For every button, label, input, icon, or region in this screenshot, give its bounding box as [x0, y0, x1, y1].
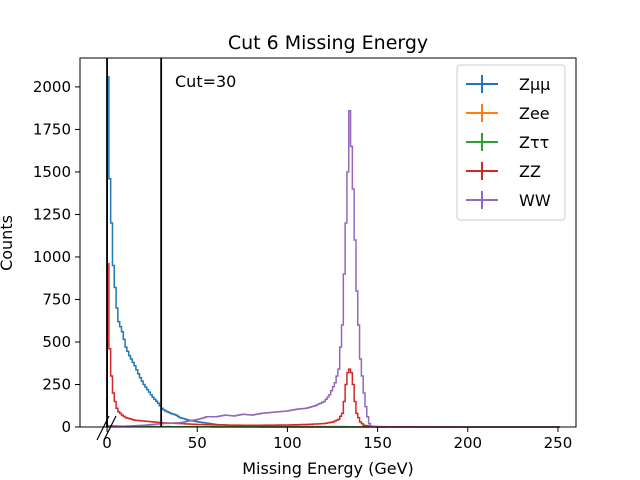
y-tick-label: 2000 — [33, 78, 71, 96]
x-axis-label: Missing Energy (GeV) — [242, 459, 414, 478]
legend-items: Zμμ Zee Zττ ZZ WW — [466, 75, 551, 210]
legend-box — [456, 64, 566, 221]
y-tick-label: 750 — [42, 290, 71, 308]
y-tick-label: 1750 — [33, 120, 71, 138]
legend-label-5: WW — [519, 191, 551, 210]
series-4-line — [106, 263, 560, 428]
x-tick-label: 200 — [453, 434, 482, 452]
legend-label-4: ZZ — [519, 162, 541, 181]
x-tick-label: 250 — [544, 434, 573, 452]
y-tick-label: 500 — [42, 333, 71, 351]
x-tick-label: 50 — [188, 434, 207, 452]
chart-title: Cut 6 Missing Energy — [228, 32, 428, 54]
y-tick-label: 1000 — [33, 248, 71, 266]
legend-label-3: Zττ — [519, 133, 549, 152]
legend: Zμμ Zee Zττ ZZ WW — [456, 64, 566, 221]
y-tick-label: 1500 — [33, 163, 71, 181]
y-tick-label: 0 — [61, 418, 71, 436]
plot-area: Cut=30 — [79, 57, 577, 428]
x-tick-label: 100 — [273, 434, 302, 452]
x-axis: 0 50 100 150 200 250 — [102, 427, 572, 452]
cut-annotation: Cut=30 — [175, 72, 236, 91]
legend-label-2: Zee — [519, 104, 550, 123]
x-tick-label: 0 — [102, 434, 112, 452]
y-axis: 0 250 500 750 1000 1250 1500 1750 2000 — [33, 78, 80, 436]
plot-frame — [79, 57, 577, 428]
cut-lines — [106, 58, 163, 427]
y-tick-label: 250 — [42, 375, 71, 393]
x-tick-label: 150 — [363, 434, 392, 452]
y-axis-label: Counts — [0, 215, 16, 271]
y-tick-label: 1250 — [33, 205, 71, 223]
legend-label-1: Zμμ — [519, 75, 550, 94]
axis-break-marker — [96, 415, 117, 441]
